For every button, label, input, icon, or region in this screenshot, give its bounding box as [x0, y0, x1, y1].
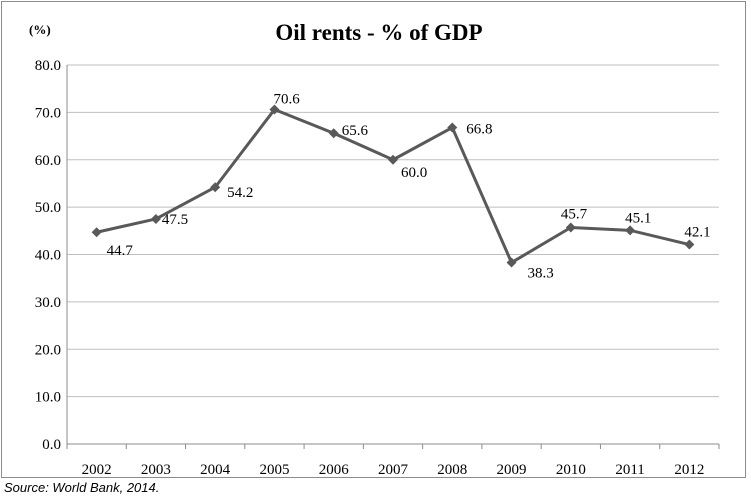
- data-labels: 44.7 47.5 54.2 70.6 65.6 60.0 66.8 38.3 45.7 45.1…: [107, 92, 711, 282]
- y-tick-label: 70.0: [35, 105, 61, 121]
- y-axis-unit: (%): [29, 22, 51, 37]
- y-tick-label: 40.0: [35, 248, 61, 264]
- x-tick-label: 2011: [615, 462, 644, 478]
- x-tick-label: 2008: [437, 462, 467, 478]
- data-label: 65.6: [342, 123, 369, 139]
- data-point-marker: [506, 257, 517, 268]
- data-point-marker: [625, 225, 636, 236]
- data-point-marker: [388, 154, 398, 165]
- oil-rents-chart: (%) Oil rents - % of GDP 0.0 10.0 20.0 30.0…: [29, 20, 720, 478]
- y-tick-label: 60.0: [35, 153, 61, 169]
- data-label: 66.8: [466, 122, 492, 138]
- x-tick-label: 2003: [141, 462, 171, 478]
- chart-frame: (%) Oil rents - % of GDP 0.0 10.0 20.0 30.0…: [1, 1, 746, 478]
- data-point-marker: [91, 227, 102, 238]
- data-point-marker: [150, 213, 161, 224]
- data-point-marker: [328, 128, 339, 139]
- data-label: 45.7: [561, 206, 588, 222]
- data-label: 44.7: [107, 243, 134, 259]
- data-label: 42.1: [684, 225, 710, 241]
- x-tick-label: 2012: [674, 462, 704, 478]
- data-point-marker: [684, 239, 695, 250]
- y-tick-label: 30.0: [35, 295, 61, 311]
- y-tick-label: 20.0: [35, 342, 61, 358]
- source-note: Source: World Bank, 2014.: [4, 480, 160, 495]
- x-tick-label: 2009: [497, 462, 527, 478]
- x-tick-label: 2006: [319, 462, 350, 478]
- y-tick-label: 10.0: [35, 390, 61, 406]
- x-tick-label: 2007: [378, 462, 409, 478]
- x-tick-label: 2002: [82, 462, 112, 478]
- data-label: 38.3: [528, 266, 554, 282]
- x-tick-label: 2005: [259, 462, 289, 478]
- data-point-marker: [210, 182, 221, 193]
- y-tick-labels: 0.0 10.0 20.0 30.0 40.0 50.0 60.0 70.0 80.0: [35, 58, 61, 453]
- y-tick-label: 50.0: [35, 200, 61, 216]
- series-line: [96, 108, 690, 265]
- data-point-marker: [269, 104, 280, 115]
- data-label: 70.6: [273, 92, 300, 108]
- x-tick-label: 2010: [556, 462, 586, 478]
- y-tick-label: 80.0: [35, 58, 61, 74]
- x-tick-label: 2004: [200, 462, 231, 478]
- data-label: 60.0: [401, 165, 427, 181]
- gridlines: [67, 64, 719, 445]
- data-point-marker: [565, 222, 576, 233]
- y-tick-label: 0.0: [42, 437, 61, 453]
- axes: [66, 65, 720, 449]
- data-label: 45.1: [625, 210, 651, 226]
- data-label: 54.2: [227, 185, 253, 201]
- data-point-marker: [447, 122, 458, 133]
- series-markers: [91, 104, 695, 268]
- chart-title: Oil rents - % of GDP: [275, 20, 482, 45]
- data-label: 47.5: [162, 212, 188, 228]
- x-tick-labels: 2002 2003 2004 2005 2006 2007 2008 2009 2010 2011…: [82, 462, 705, 478]
